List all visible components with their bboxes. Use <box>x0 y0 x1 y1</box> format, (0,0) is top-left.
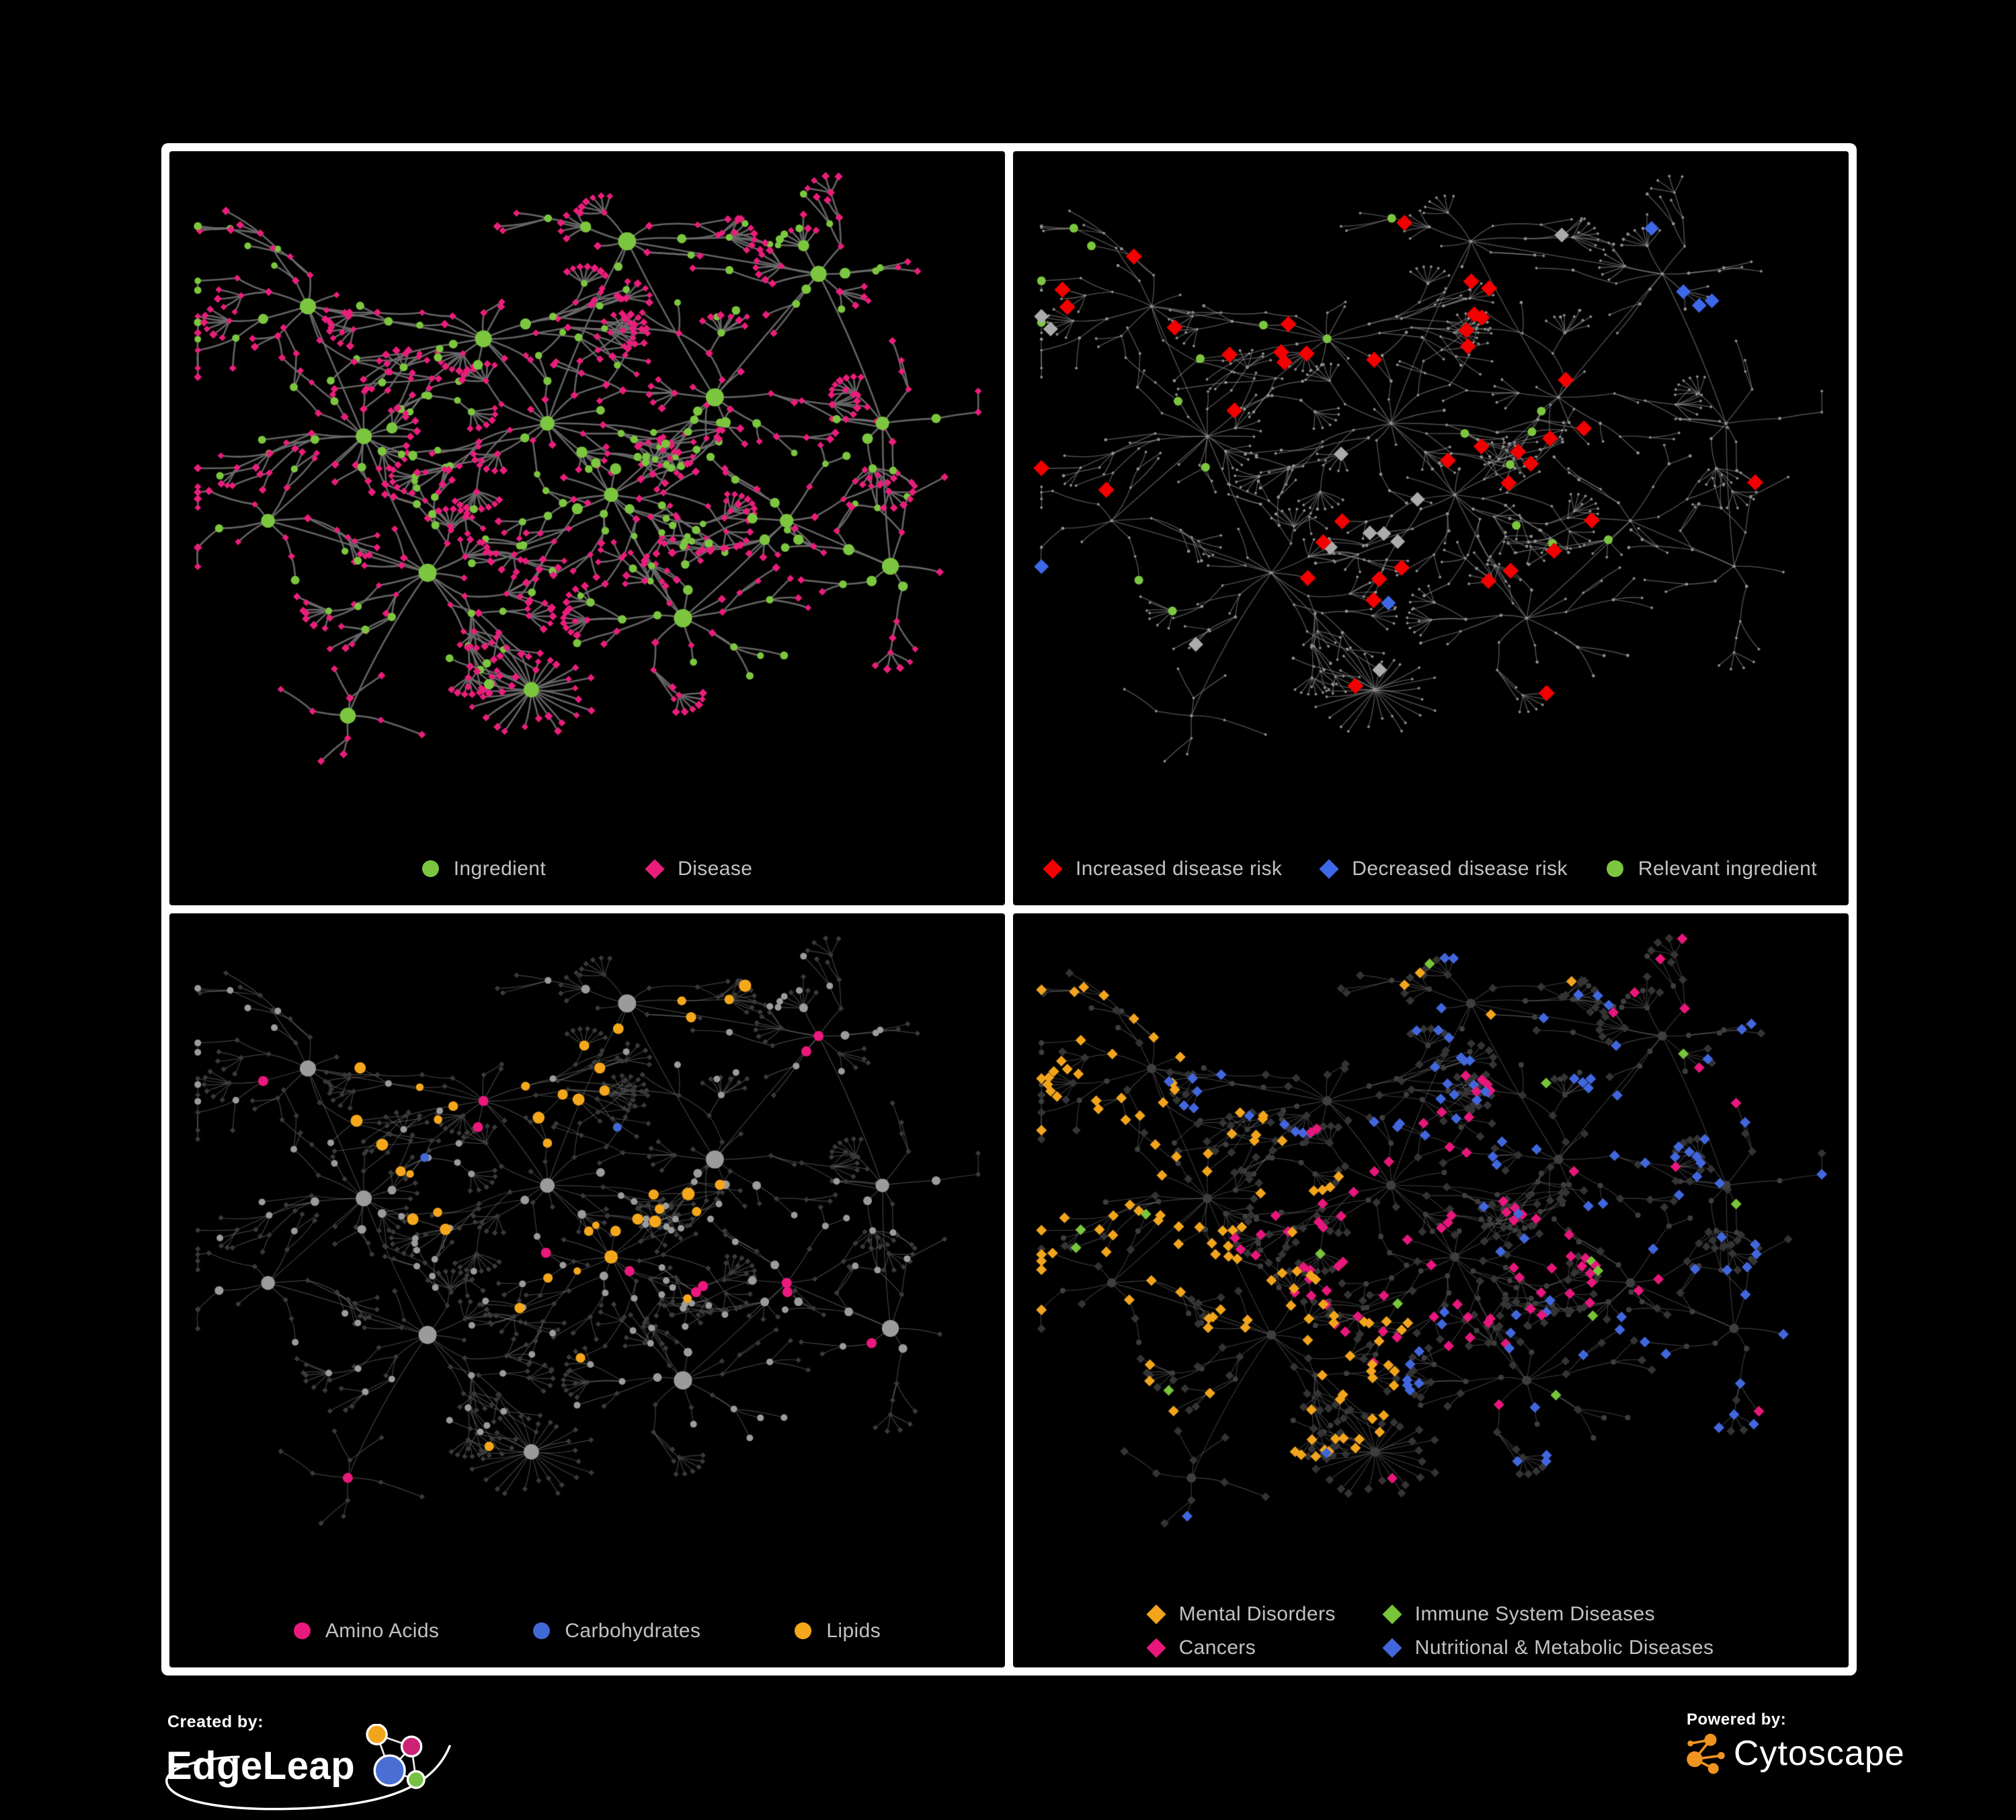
legend-label-carbohydrates: Carbohydrates <box>565 1619 701 1642</box>
legend-item-relevant-ingredient: Relevant ingredient <box>1606 857 1817 880</box>
legend-disease-classes: Mental Disorders Immune System Diseases … <box>1013 1602 1849 1659</box>
legend-label-ingredient: Ingredient <box>453 857 547 880</box>
relevant-ingredient-circle-icon <box>1606 860 1623 877</box>
legend-nutrient-classes: Amino Acids Carbohydrates Lipids <box>169 1602 1005 1659</box>
legend-item-amino-acids: Amino Acids <box>293 1619 440 1643</box>
panel-disease-risk: Increased disease risk Decreased disease… <box>1013 151 1849 905</box>
cytoscape-wordmark: Cytoscape <box>1734 1734 1905 1773</box>
panel-nutrient-classes: Amino Acids Carbohydrates Lipids <box>169 913 1005 1667</box>
mental-disorders-diamond-icon <box>1145 1604 1166 1624</box>
edgeleap-swoosh <box>165 1745 451 1811</box>
figure-grid: Ingredient Disease Increased disease ris… <box>161 143 1857 1676</box>
legend-item-carbohydrates: Carbohydrates <box>533 1620 700 1643</box>
metabolic-diseases-diamond-icon <box>1382 1637 1402 1658</box>
cytoscape-network-icon <box>1687 1733 1725 1774</box>
legend-item-mental-disorders: Mental Disorders <box>1145 1602 1336 1626</box>
legend-label-immune-diseases: Immune System Diseases <box>1414 1602 1655 1625</box>
legend-item-lipids: Lipids <box>795 1620 881 1643</box>
legend-item-disease: Disease <box>645 857 753 880</box>
cancers-diamond-icon <box>1145 1637 1166 1658</box>
network-canvas-nutrient-classes <box>169 913 1005 1602</box>
legend-item-cancers: Cancers <box>1145 1636 1336 1659</box>
legend-ingredient-disease: Ingredient Disease <box>169 840 1005 897</box>
disease-diamond-icon <box>645 858 665 879</box>
network-canvas-ingredient-disease <box>169 151 1005 840</box>
carbohydrates-circle-icon <box>533 1622 551 1639</box>
legend-label-mental-disorders: Mental Disorders <box>1178 1602 1336 1625</box>
immune-diseases-diamond-icon <box>1382 1604 1402 1624</box>
legend-label-increased-risk: Increased disease risk <box>1076 857 1283 880</box>
powered-by-label: Powered by: <box>1687 1710 1787 1729</box>
legend-item-decreased-risk: Decreased disease risk <box>1319 857 1568 880</box>
edgeleap-network-icon <box>366 1724 426 1789</box>
decreased-risk-diamond-icon <box>1319 858 1339 879</box>
amino-acids-circle-icon <box>293 1622 311 1639</box>
legend-item-immune-diseases: Immune System Diseases <box>1382 1602 1714 1626</box>
legend-disease-risk: Increased disease risk Decreased disease… <box>1013 840 1849 897</box>
edgeleap-wordmark: EdgeLeap <box>166 1744 356 1788</box>
legend-label-decreased-risk: Decreased disease risk <box>1352 857 1568 880</box>
legend-label-disease: Disease <box>678 857 753 880</box>
legend-label-metabolic-diseases: Nutritional & Metabolic Diseases <box>1414 1636 1714 1659</box>
panel-disease-classes: Mental Disorders Immune System Diseases … <box>1013 913 1849 1667</box>
legend-item-increased-risk: Increased disease risk <box>1043 857 1283 880</box>
network-canvas-disease-classes <box>1013 913 1849 1602</box>
cytoscape-logo: Powered by: Cytoscape <box>1684 1710 1966 1805</box>
edgeleap-logo: Created by: EdgeLeap <box>165 1712 482 1820</box>
legend-item-metabolic-diseases: Nutritional & Metabolic Diseases <box>1382 1636 1714 1659</box>
increased-risk-diamond-icon <box>1043 858 1063 879</box>
legend-item-ingredient: Ingredient <box>421 857 547 880</box>
legend-label-cancers: Cancers <box>1178 1636 1256 1659</box>
legend-label-lipids: Lipids <box>826 1619 881 1642</box>
legend-label-amino-acids: Amino Acids <box>325 1619 440 1642</box>
lipids-circle-icon <box>795 1622 812 1639</box>
panel-ingredient-disease: Ingredient Disease <box>169 151 1005 905</box>
network-canvas-disease-risk <box>1013 151 1849 840</box>
created-by-label: Created by: <box>167 1712 264 1731</box>
legend-label-relevant-ingredient: Relevant ingredient <box>1638 857 1817 880</box>
ingredient-circle-icon <box>421 860 439 877</box>
